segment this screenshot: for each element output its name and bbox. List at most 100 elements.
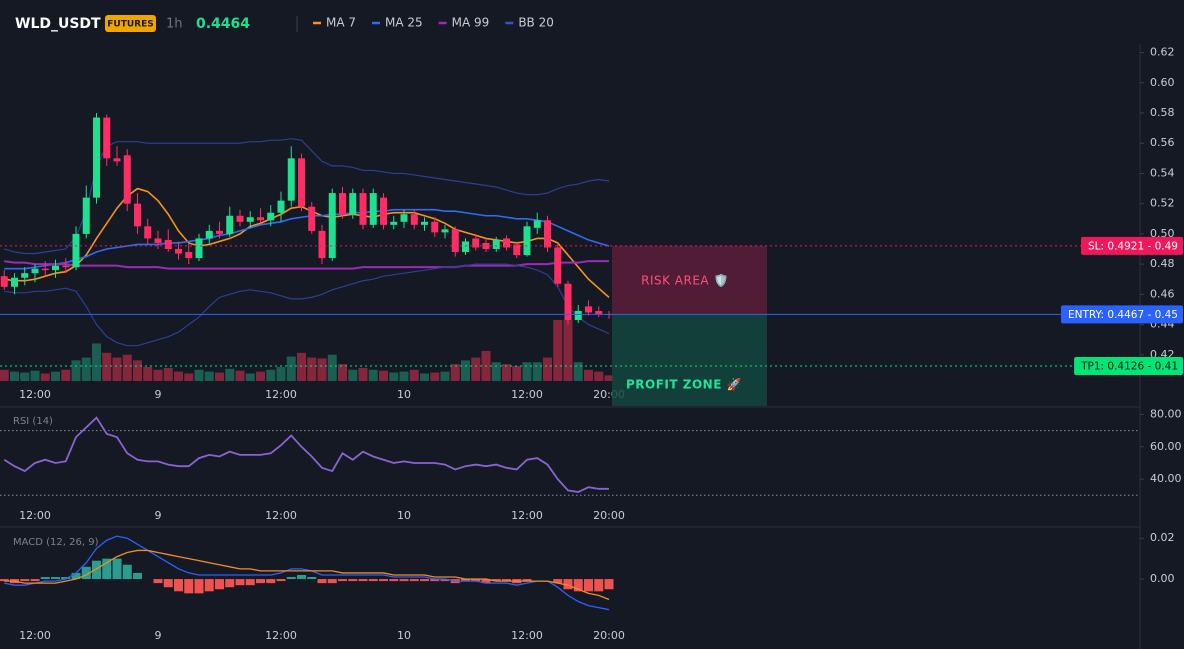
- macd-histogram-bar: [71, 572, 81, 580]
- candle-body: [113, 158, 121, 162]
- y-tick-label: 0.52: [1150, 197, 1175, 210]
- y-tick-label: 0.62: [1150, 46, 1175, 59]
- x-tick-label: 12:00: [19, 388, 51, 401]
- macd-histogram-bar: [604, 579, 614, 590]
- candle-body: [31, 268, 39, 274]
- volume-bar: [30, 370, 40, 381]
- candle-body: [308, 206, 316, 231]
- candle-body: [523, 226, 531, 256]
- candle-body: [462, 241, 469, 253]
- volume-bar: [440, 371, 450, 381]
- candle-body: [287, 158, 295, 201]
- volume-layer: [0, 320, 614, 381]
- candle-body: [21, 273, 29, 278]
- level-tag: TP1: 0.4126 - 0.41: [1074, 356, 1183, 375]
- volume-bar: [102, 352, 112, 381]
- volume-bar: [450, 364, 460, 381]
- volume-bar: [573, 362, 583, 381]
- x-tick-label: 12:00: [511, 388, 543, 401]
- macd-histogram-bar: [409, 579, 419, 582]
- candle-body: [318, 230, 326, 259]
- macd-histogram-bar: [256, 579, 265, 584]
- candle-body: [298, 158, 305, 207]
- volume-bar: [112, 357, 122, 381]
- volume-bar: [409, 369, 419, 381]
- macd-histogram-bar: [163, 579, 173, 588]
- macd-histogram-bar: [348, 579, 358, 582]
- y-tick-label: 0.00: [1150, 572, 1175, 585]
- macd-histogram-bar: [122, 564, 132, 580]
- y-tick-label: 0.54: [1150, 166, 1175, 179]
- volume-bar: [584, 369, 593, 381]
- volume-bar: [338, 364, 347, 381]
- candle-body: [421, 221, 428, 225]
- rsi-line: [3, 416, 609, 494]
- macd-histogram-bar: [471, 579, 481, 582]
- volume-bar: [399, 371, 409, 381]
- volume-bar: [256, 371, 265, 381]
- volume-bar: [81, 357, 91, 381]
- volume-bar: [594, 371, 604, 381]
- last-price: 0.4464: [196, 16, 250, 32]
- volume-bar: [368, 369, 378, 381]
- macd-histogram-bar: [61, 577, 71, 580]
- macd-histogram-bar: [276, 579, 286, 582]
- volume-bar: [163, 367, 173, 381]
- candle-body: [503, 238, 510, 248]
- volume-bar: [420, 373, 429, 381]
- macd-histogram-bar: [30, 579, 40, 582]
- candle-layer: [0, 113, 613, 325]
- candle-body: [451, 229, 459, 253]
- candle-body: [226, 215, 234, 234]
- x-tick-label: 9: [155, 629, 162, 642]
- candle-body: [62, 265, 70, 268]
- volume-bar: [143, 366, 153, 381]
- candle-body: [554, 247, 562, 284]
- volume-bar: [40, 373, 50, 381]
- macd-histogram-bar: [553, 579, 563, 584]
- macd-line: [4, 535, 610, 611]
- macd-histogram-bar: [594, 579, 604, 592]
- candle-body: [400, 214, 408, 222]
- volume-bar: [461, 360, 470, 381]
- candle-body: [544, 220, 551, 248]
- macd-histogram-bar: [102, 558, 112, 580]
- macd-histogram-bar: [358, 579, 368, 582]
- candle-body: [585, 306, 592, 313]
- level-tag-label: ENTRY: 0.4467 - 0.45: [1068, 309, 1178, 321]
- bb-lower: [4, 263, 610, 347]
- volume-bar: [532, 362, 542, 381]
- y-tick-label: 0.50: [1150, 227, 1175, 240]
- risk-zone: [612, 245, 767, 315]
- legend-label: BB 20: [518, 16, 554, 30]
- macd-histogram-bar: [204, 579, 214, 592]
- level-tag-label: TP1: 0.4126 - 0.41: [1080, 360, 1178, 372]
- candle-body: [164, 239, 172, 249]
- macd-histogram-bar: [317, 579, 327, 584]
- macd-histogram-bar: [461, 579, 470, 582]
- y-tick-label: 0.56: [1150, 136, 1175, 149]
- macd-histogram-bar: [368, 579, 378, 582]
- legend-label: MA 25: [385, 16, 423, 30]
- candle-body: [144, 226, 152, 239]
- volume-bar: [10, 371, 19, 381]
- volume-bar: [194, 369, 204, 381]
- volume-bar: [502, 364, 511, 381]
- candle-body: [328, 193, 336, 259]
- candle-body: [359, 193, 367, 225]
- level-tag-bg: [1081, 236, 1183, 255]
- volume-bar: [51, 371, 60, 381]
- x-tick-label: 9: [155, 388, 162, 401]
- badge: FUTURES: [107, 20, 153, 30]
- volume-bar: [553, 320, 563, 381]
- volume-bar: [604, 375, 614, 381]
- x-tick-label: 10: [397, 509, 411, 522]
- y-tick-label: 0.60: [1150, 76, 1175, 89]
- symbol: WLD_USDT: [15, 16, 101, 32]
- candle-body: [339, 193, 346, 215]
- candle-body: [82, 197, 90, 234]
- volume-bar: [307, 357, 317, 381]
- macd-histogram-bar: [307, 577, 317, 580]
- volume-bar: [235, 370, 245, 381]
